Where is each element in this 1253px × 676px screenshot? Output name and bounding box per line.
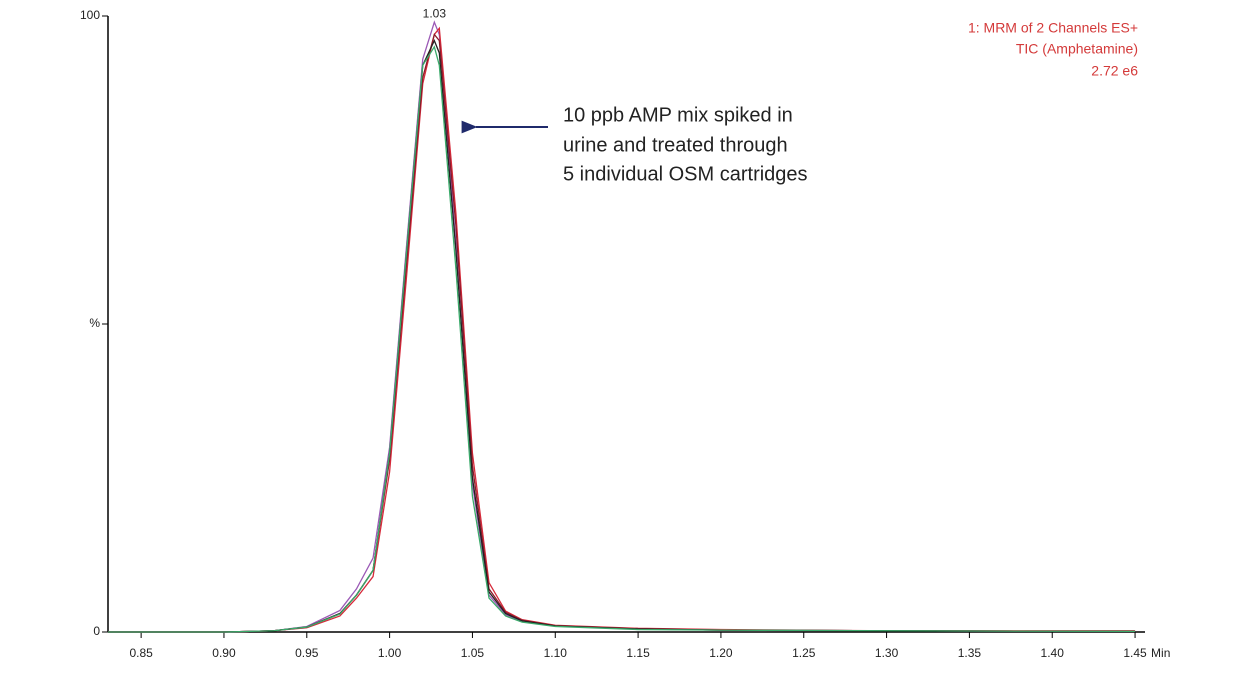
x-unit-label: Min: [1151, 646, 1170, 660]
annotation-text: urine and treated through: [563, 134, 788, 156]
info-line: 2.72 e6: [1091, 63, 1138, 79]
x-tick-label: 1.35: [958, 646, 982, 660]
x-tick-label: 1.05: [461, 646, 485, 660]
x-tick-label: 1.20: [709, 646, 733, 660]
series-line: [108, 39, 1136, 633]
y-tick-label: %: [89, 316, 100, 330]
series-line: [108, 45, 1136, 633]
x-tick-label: 1.15: [626, 646, 650, 660]
y-tick-label: 0: [93, 624, 100, 638]
x-tick-label: 1.30: [875, 646, 899, 660]
annotation-text: 5 individual OSM cartridges: [563, 163, 808, 185]
x-tick-label: 0.90: [212, 646, 236, 660]
x-tick-label: 1.10: [544, 646, 568, 660]
x-tick-label: 1.40: [1041, 646, 1065, 660]
x-tick-label: 0.95: [295, 646, 319, 660]
peak-label: 1.03: [423, 6, 447, 20]
x-tick-label: 1.25: [792, 646, 816, 660]
info-line: TIC (Amphetamine): [1016, 41, 1138, 57]
x-tick-label: 1.45: [1123, 646, 1147, 660]
info-line: 1: MRM of 2 Channels ES+: [968, 20, 1138, 36]
x-tick-label: 0.85: [129, 646, 153, 660]
y-tick-label: 100: [80, 8, 100, 22]
x-tick-label: 1.00: [378, 646, 402, 660]
annotation-text: 10 ppb AMP mix spiked in: [563, 104, 793, 126]
